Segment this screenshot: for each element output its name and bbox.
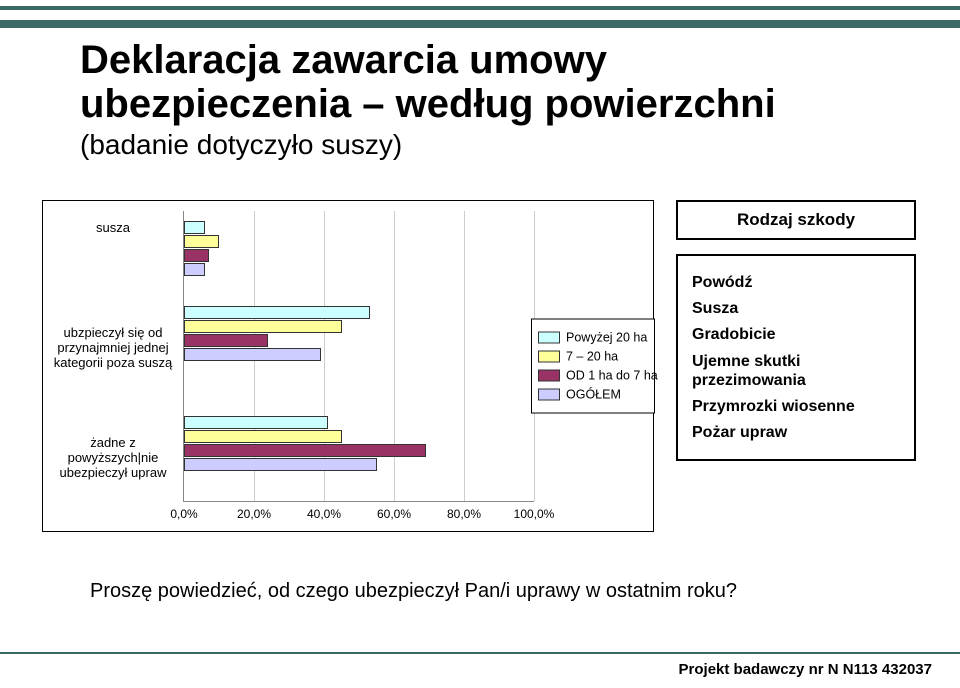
chart-container: susza ubzpieczył się od przynajmniej jedn… <box>42 200 654 532</box>
bar <box>184 430 342 443</box>
title-sub: (badanie dotyczyło suszy) <box>80 130 880 161</box>
legend-label: 7 – 20 ha <box>566 350 618 364</box>
legend-label: OD 1 ha do 7 ha <box>566 369 658 383</box>
gridline <box>464 211 465 501</box>
accent-bar-thick <box>0 20 960 28</box>
category-label: ubzpieczył się od przynajmniej jednej ka… <box>47 326 179 371</box>
bar <box>184 334 268 347</box>
title-line1: Deklaracja zawarcia umowy <box>80 38 607 82</box>
accent-bar-thin <box>0 6 960 10</box>
bar <box>184 416 328 429</box>
side-panel: Rodzaj szkody Powódź Susza Gradobicie Ujemn… <box>676 200 916 461</box>
x-tick: 60,0% <box>377 507 411 521</box>
gridline <box>394 211 395 501</box>
x-tick: 20,0% <box>237 507 271 521</box>
bar <box>184 306 370 319</box>
plot-area: 0,0%20,0%40,0%60,0%80,0%100,0% <box>183 211 534 502</box>
legend-swatch <box>538 351 560 363</box>
category-labels: susza ubzpieczył się od przynajmniej jedn… <box>43 201 183 531</box>
side-list-item: Przymrozki wiosenne <box>692 397 900 416</box>
legend-swatch <box>538 332 560 344</box>
side-list-item: Susza <box>692 299 900 318</box>
bar <box>184 235 219 248</box>
side-header: Rodzaj szkody <box>676 200 916 240</box>
legend-swatch <box>538 370 560 382</box>
legend-item: OGÓŁEM <box>538 388 648 402</box>
side-list-item: Ujemne skutki przezimowania <box>692 352 900 390</box>
x-tick: 100,0% <box>514 507 555 521</box>
bar <box>184 444 426 457</box>
legend-item: Powyżej 20 ha <box>538 331 648 345</box>
bar <box>184 348 321 361</box>
project-number: Projekt badawczy nr N N113 432037 <box>679 661 932 678</box>
legend-item: OD 1 ha do 7 ha <box>538 369 648 383</box>
footer-line <box>0 652 960 654</box>
bar <box>184 221 205 234</box>
bar <box>184 249 209 262</box>
title-line2: ubezpieczenia – według powierzchni <box>80 82 776 126</box>
bar <box>184 320 342 333</box>
side-list-item: Powódź <box>692 273 900 292</box>
legend-label: Powyżej 20 ha <box>566 331 647 345</box>
legend-label: OGÓŁEM <box>566 388 621 402</box>
x-tick: 80,0% <box>447 507 481 521</box>
legend-item: 7 – 20 ha <box>538 350 648 364</box>
side-list-item: Gradobicie <box>692 325 900 344</box>
x-tick: 40,0% <box>307 507 341 521</box>
side-list-item: Pożar upraw <box>692 423 900 442</box>
question-text: Proszę powiedzieć, od czego ubezpieczył … <box>90 580 737 603</box>
x-tick: 0,0% <box>170 507 197 521</box>
category-label: żadne z powyższych|nie ubezpieczył upraw <box>47 436 179 481</box>
legend: Powyżej 20 ha 7 – 20 ha OD 1 ha do 7 ha OGÓ… <box>531 319 655 414</box>
category-label: susza <box>47 221 179 236</box>
side-list: Powódź Susza Gradobicie Ujemne skutki przez… <box>676 254 916 461</box>
bar <box>184 458 377 471</box>
legend-swatch <box>538 389 560 401</box>
bar <box>184 263 205 276</box>
page-title: Deklaracja zawarcia umowy ubezpieczenia … <box>80 38 880 161</box>
